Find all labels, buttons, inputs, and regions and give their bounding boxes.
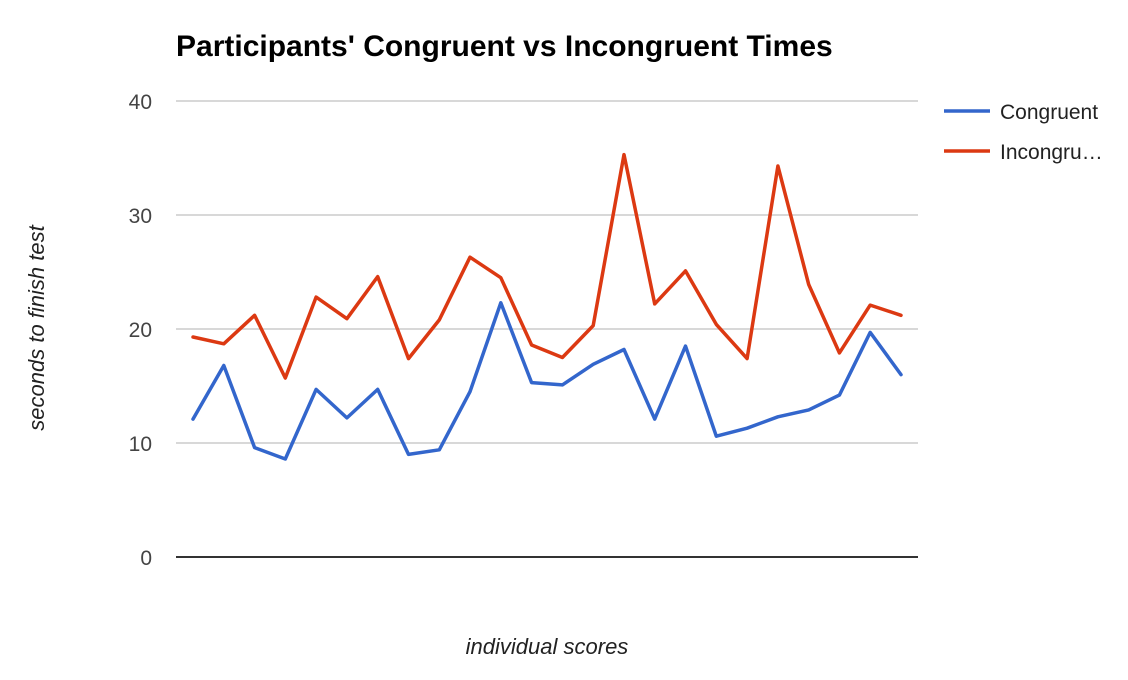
y-tick-label: 40 xyxy=(129,91,152,114)
gridlines xyxy=(176,100,918,558)
chart-title: Participants' Congruent vs Incongruent T… xyxy=(176,30,833,63)
y-axis-label: seconds to finish test xyxy=(24,224,49,430)
y-tick-label: 10 xyxy=(129,433,152,456)
x-axis-label: individual scores xyxy=(466,634,629,659)
y-axis-ticks: 0 10 20 30 40 xyxy=(129,91,152,570)
series-lines xyxy=(191,152,903,461)
legend-label: Congruent xyxy=(1000,101,1098,124)
legend: Congruent Incongru… xyxy=(944,101,1103,164)
y-tick-label: 30 xyxy=(129,205,152,228)
y-tick-label: 0 xyxy=(140,547,152,570)
legend-label: Incongru… xyxy=(1000,141,1103,164)
y-tick-label: 20 xyxy=(129,319,152,342)
series-line-incongruent xyxy=(191,152,903,380)
series-line-congruent xyxy=(191,301,903,461)
